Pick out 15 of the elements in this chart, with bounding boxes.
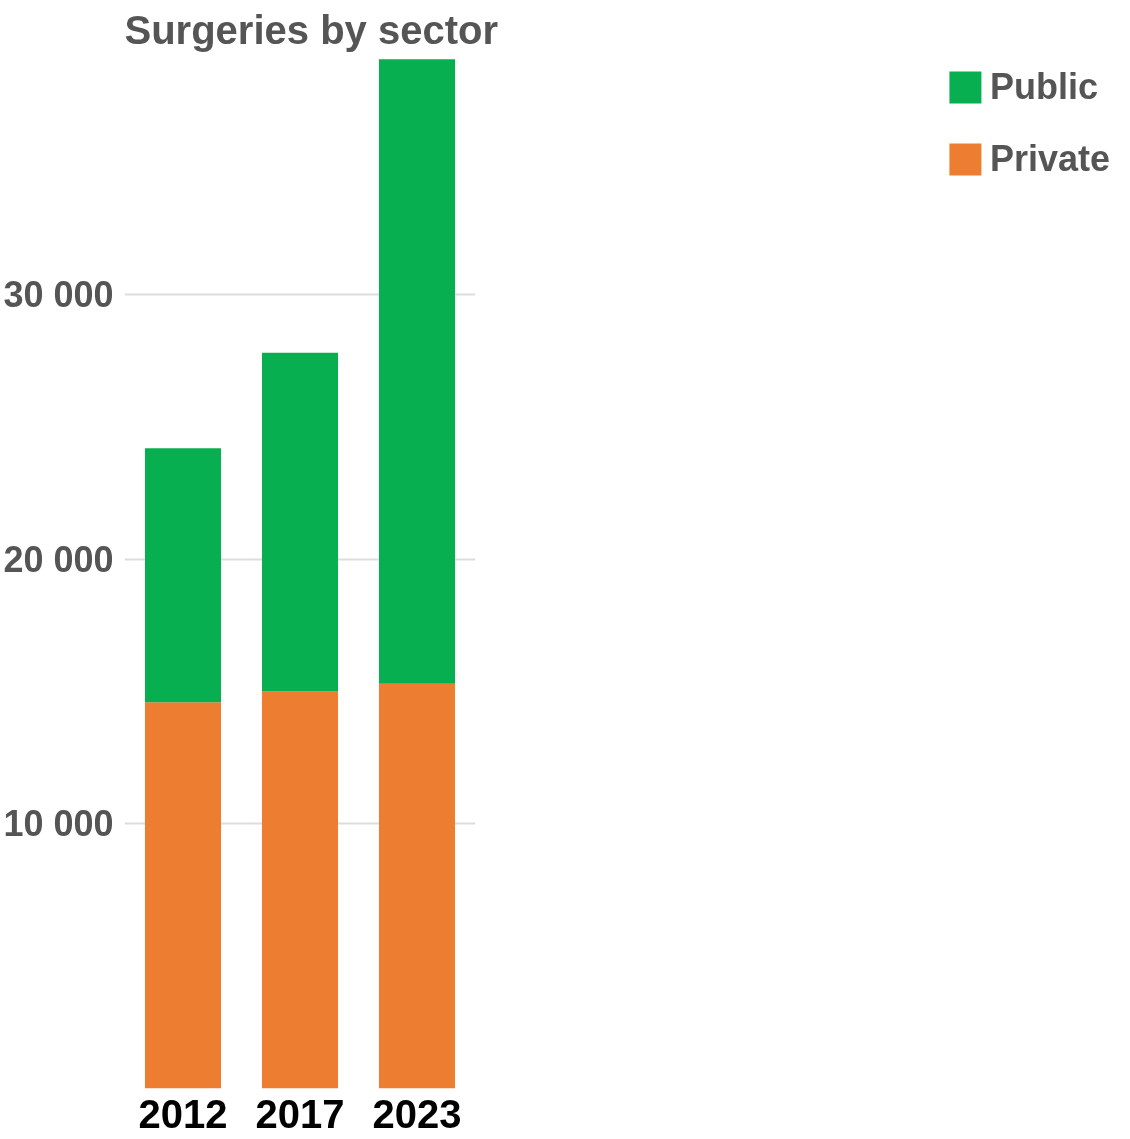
y-tick-label: 20 000 <box>3 538 114 580</box>
bar <box>144 702 222 1089</box>
chart-title: Surgeries by sector <box>124 7 498 52</box>
x-tick-label: 2012 <box>138 1091 228 1136</box>
x-tick-label: 2017 <box>255 1091 345 1136</box>
bar <box>261 691 339 1089</box>
y-tick-label: 10 000 <box>3 803 114 845</box>
legend-label: Private <box>989 138 1110 180</box>
bar <box>261 352 339 692</box>
y-tick-label: 30 000 <box>3 274 114 316</box>
x-tick-label: 2023 <box>372 1091 462 1136</box>
legend-label: Public <box>989 66 1098 108</box>
bar <box>378 683 456 1089</box>
bar <box>378 59 456 684</box>
bar <box>144 448 222 703</box>
